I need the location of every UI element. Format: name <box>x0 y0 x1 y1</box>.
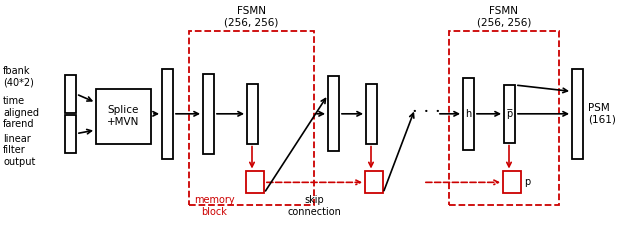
Bar <box>162 69 173 158</box>
Bar <box>365 171 383 193</box>
Bar <box>189 31 314 205</box>
Bar <box>572 69 583 158</box>
Text: memory
block: memory block <box>194 195 234 217</box>
Text: PSM
(161): PSM (161) <box>588 103 616 125</box>
Bar <box>203 74 214 154</box>
Text: p̅: p̅ <box>506 109 512 119</box>
Bar <box>366 84 377 144</box>
Bar <box>65 115 76 153</box>
Bar <box>247 84 258 144</box>
Bar <box>65 75 76 113</box>
Text: · · ·: · · · <box>412 103 440 121</box>
Text: linear
filter
output: linear filter output <box>3 134 35 167</box>
Text: time
aligned
farend: time aligned farend <box>3 96 39 129</box>
Bar <box>449 31 559 205</box>
Text: fbank
(40*2): fbank (40*2) <box>3 66 34 88</box>
Text: skip
connection: skip connection <box>287 195 341 217</box>
Bar <box>96 89 151 144</box>
Text: FSMN
(256, 256): FSMN (256, 256) <box>477 6 531 27</box>
Text: h: h <box>465 109 471 119</box>
Bar <box>328 76 339 151</box>
Text: Splice
+MVN: Splice +MVN <box>108 106 140 127</box>
Text: p: p <box>524 177 531 187</box>
Bar <box>504 85 515 143</box>
Text: FSMN
(256, 256): FSMN (256, 256) <box>224 6 278 27</box>
Bar <box>246 171 264 193</box>
Bar <box>463 78 474 150</box>
Bar <box>503 171 521 193</box>
